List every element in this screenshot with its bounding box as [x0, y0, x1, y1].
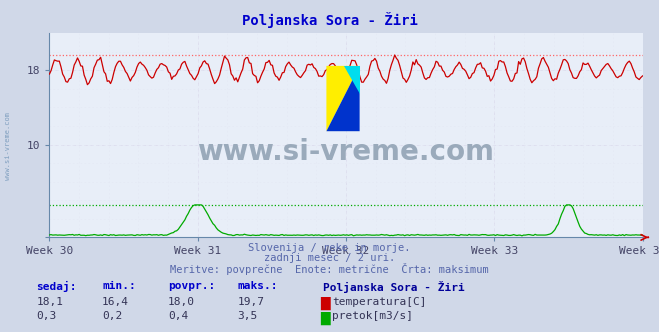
Text: █: █ [320, 297, 330, 310]
Polygon shape [326, 66, 360, 131]
Text: Slovenija / reke in morje.: Slovenija / reke in morje. [248, 243, 411, 253]
Text: pretok[m3/s]: pretok[m3/s] [332, 311, 413, 321]
Text: 0,2: 0,2 [102, 311, 123, 321]
Text: www.si-vreme.com: www.si-vreme.com [198, 138, 494, 166]
Polygon shape [344, 66, 360, 94]
Text: Poljanska Sora - Žiri: Poljanska Sora - Žiri [242, 12, 417, 28]
Text: 0,3: 0,3 [36, 311, 57, 321]
Text: povpr.:: povpr.: [168, 281, 215, 290]
Text: www.si-vreme.com: www.si-vreme.com [5, 112, 11, 180]
Text: █: █ [320, 311, 330, 325]
Text: 18,1: 18,1 [36, 297, 63, 307]
Text: Poljanska Sora - Žiri: Poljanska Sora - Žiri [323, 281, 465, 292]
Text: 19,7: 19,7 [237, 297, 264, 307]
Text: maks.:: maks.: [237, 281, 277, 290]
Text: 0,4: 0,4 [168, 311, 188, 321]
Text: zadnji mesec / 2 uri.: zadnji mesec / 2 uri. [264, 253, 395, 263]
Text: sedaj:: sedaj: [36, 281, 76, 291]
Text: min.:: min.: [102, 281, 136, 290]
Text: temperatura[C]: temperatura[C] [332, 297, 426, 307]
Text: Meritve: povprečne  Enote: metrične  Črta: maksimum: Meritve: povprečne Enote: metrične Črta:… [170, 263, 489, 275]
Text: 18,0: 18,0 [168, 297, 195, 307]
Text: 3,5: 3,5 [237, 311, 258, 321]
Text: 16,4: 16,4 [102, 297, 129, 307]
Polygon shape [326, 66, 360, 131]
